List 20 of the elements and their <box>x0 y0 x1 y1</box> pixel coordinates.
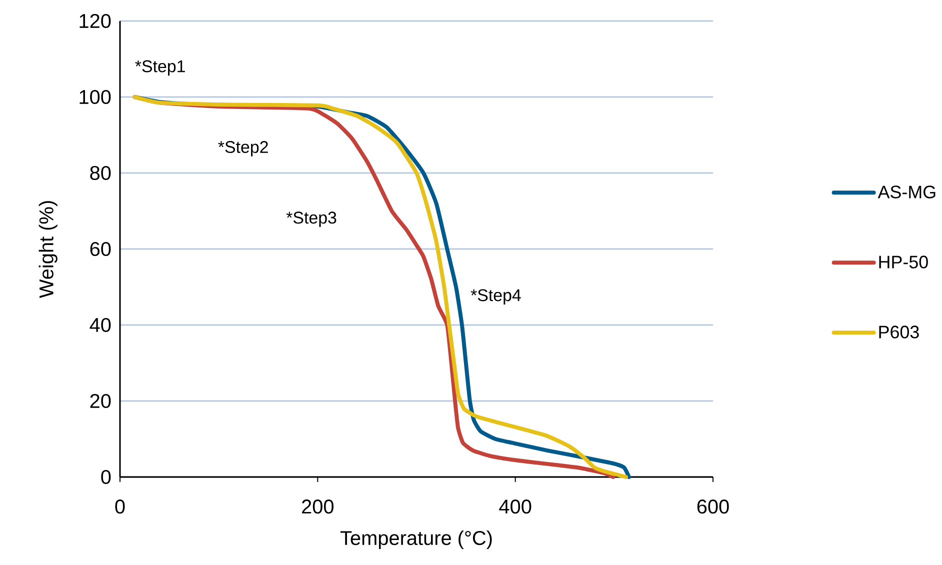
annotation: *Step2 <box>218 141 268 156</box>
y-tick-label: 80 <box>90 166 111 180</box>
y-tick-label: 20 <box>90 394 111 408</box>
y-tick-label: 60 <box>90 242 111 256</box>
y-axis-title: Weight (%) <box>38 201 58 298</box>
legend-label: AS-MG <box>878 186 936 198</box>
annotation: *Step1 <box>135 60 185 76</box>
legend-label: HP-50 <box>879 256 928 268</box>
x-tick-label: 600 <box>697 500 729 514</box>
annotation: *Step3 <box>286 212 336 228</box>
y-tick-label: 100 <box>80 90 111 104</box>
x-tick-label: 0 <box>115 500 125 514</box>
y-tick-label: 120 <box>80 14 111 28</box>
legend-label: P603 <box>879 326 919 338</box>
x-axis-title: Temperature (°C) <box>340 530 492 550</box>
annotation: *Step4 <box>470 289 521 305</box>
y-tick-label: 40 <box>90 318 111 332</box>
y-tick-label: 0 <box>101 470 111 484</box>
x-tick-label: 400 <box>499 500 532 514</box>
x-tick-label: 200 <box>302 500 334 514</box>
